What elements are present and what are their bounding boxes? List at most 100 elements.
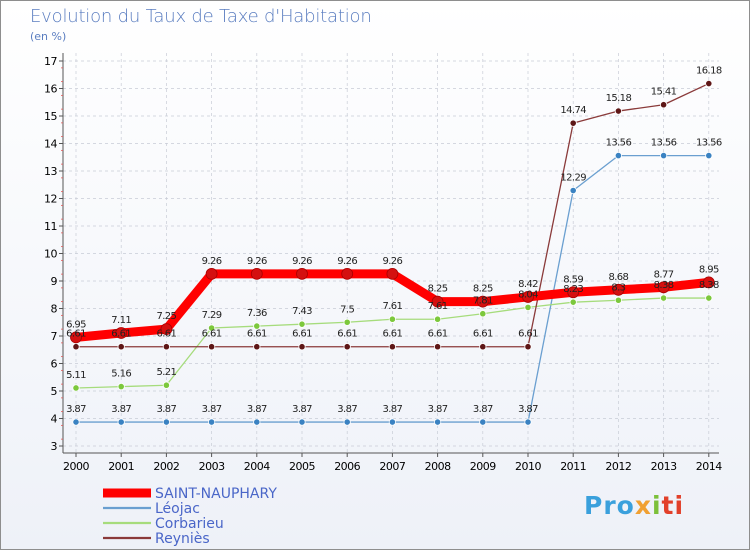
data-point: [296, 267, 308, 280]
x-tick-label: 2011: [560, 460, 586, 473]
data-point: [388, 315, 396, 323]
data-point: [705, 294, 713, 302]
data-label: 8.25: [428, 284, 448, 295]
data-label: 8.38: [654, 280, 674, 291]
logo-part: Pro: [584, 491, 635, 520]
data-label: 5.11: [66, 370, 86, 381]
x-tick-label: 2007: [379, 460, 405, 473]
x-tick-label: 2000: [63, 460, 89, 473]
y-tick-label: 16: [44, 83, 57, 96]
data-label: 6.61: [428, 329, 448, 340]
x-tick-label: 2002: [153, 460, 179, 473]
data-label: 13.56: [606, 138, 632, 149]
data-point: [659, 152, 668, 160]
data-label: 7.5: [340, 304, 354, 315]
x-tick-label: 2003: [199, 460, 225, 473]
y-tick-label: 6: [51, 358, 58, 371]
data-point: [702, 276, 715, 289]
data-point: [569, 186, 577, 195]
x-tick-label: 2005: [289, 460, 315, 473]
data-label: 6.61: [292, 329, 312, 340]
y-tick-label: 15: [44, 110, 57, 123]
data-label: 8.77: [654, 269, 674, 280]
data-label: 3.87: [292, 404, 312, 415]
data-point: [476, 295, 489, 308]
x-tick-label: 2001: [108, 460, 134, 473]
data-label: 9.26: [247, 256, 267, 267]
x-tick-label: 2004: [244, 460, 270, 473]
data-label: 3.87: [111, 404, 131, 415]
data-point: [433, 343, 442, 351]
data-label: 3.87: [382, 404, 402, 415]
y-tick-label: 8: [51, 303, 58, 316]
data-label: 3.87: [337, 404, 357, 415]
data-point: [117, 418, 125, 426]
data-label: 15.18: [606, 93, 632, 104]
data-point: [117, 382, 125, 391]
y-tick-label: 10: [44, 248, 57, 261]
data-label: 13.56: [696, 138, 722, 149]
data-label: 6.61: [473, 329, 493, 340]
data-point: [162, 418, 170, 426]
legend-label: SAINT-NAUPHARY: [155, 486, 277, 502]
data-point: [253, 418, 261, 426]
data-label: 13.56: [651, 138, 677, 149]
data-point: [479, 310, 487, 318]
data-label: 7.36: [247, 308, 267, 319]
data-label: 7.11: [111, 315, 131, 326]
data-label: 6.61: [202, 329, 222, 340]
data-point: [117, 343, 125, 351]
data-point: [341, 267, 354, 280]
data-label: 3.87: [247, 404, 267, 415]
data-label: 3.87: [473, 404, 493, 415]
data-label: 9.26: [382, 256, 402, 267]
data-point: [388, 343, 396, 351]
data-label: 7.61: [428, 301, 448, 312]
data-point: [72, 384, 80, 392]
data-label: 3.87: [156, 404, 176, 415]
data-label: 7.25: [156, 311, 176, 322]
data-point: [298, 343, 306, 351]
data-point: [343, 318, 351, 326]
data-label: 6.61: [518, 329, 538, 340]
data-label: 6.61: [156, 329, 176, 340]
data-point: [208, 418, 216, 426]
data-point: [72, 343, 80, 351]
data-point: [614, 296, 623, 304]
data-label: 7.61: [382, 301, 402, 312]
data-point: [343, 343, 351, 351]
data-point: [208, 324, 216, 332]
y-tick-label: 5: [51, 385, 58, 398]
data-label: 15.41: [651, 87, 677, 98]
y-tick-label: 3: [51, 440, 58, 453]
data-point: [659, 294, 668, 302]
logo-part: ti: [661, 491, 685, 520]
data-label: 16.18: [696, 66, 722, 77]
data-point: [569, 119, 577, 127]
data-label: 8.3: [611, 282, 625, 293]
y-tick-label: 4: [51, 413, 58, 426]
data-label: 9.26: [202, 256, 222, 267]
y-tick-label: 12: [44, 193, 57, 206]
y-tick-label: 13: [44, 165, 57, 178]
data-point: [524, 343, 532, 351]
y-tick-label: 9: [51, 275, 58, 288]
y-tick-label: 7: [51, 330, 58, 343]
data-point: [705, 79, 713, 88]
x-tick-label: 2012: [605, 460, 631, 473]
data-label: 8.23: [563, 284, 583, 295]
data-label: 3.87: [428, 404, 448, 415]
x-tick-label: 2009: [470, 460, 496, 473]
legend-label: Reyniès: [155, 531, 210, 547]
data-label: 6.61: [382, 329, 402, 340]
y-tick-label: 11: [44, 220, 57, 233]
data-label: 3.87: [66, 404, 86, 415]
data-point: [253, 343, 261, 351]
data-label: 7.81: [473, 296, 493, 307]
data-label: 5.21: [156, 367, 176, 378]
data-label: 14.74: [560, 105, 586, 116]
data-point: [72, 418, 80, 426]
x-tick-label: 2013: [651, 460, 677, 473]
